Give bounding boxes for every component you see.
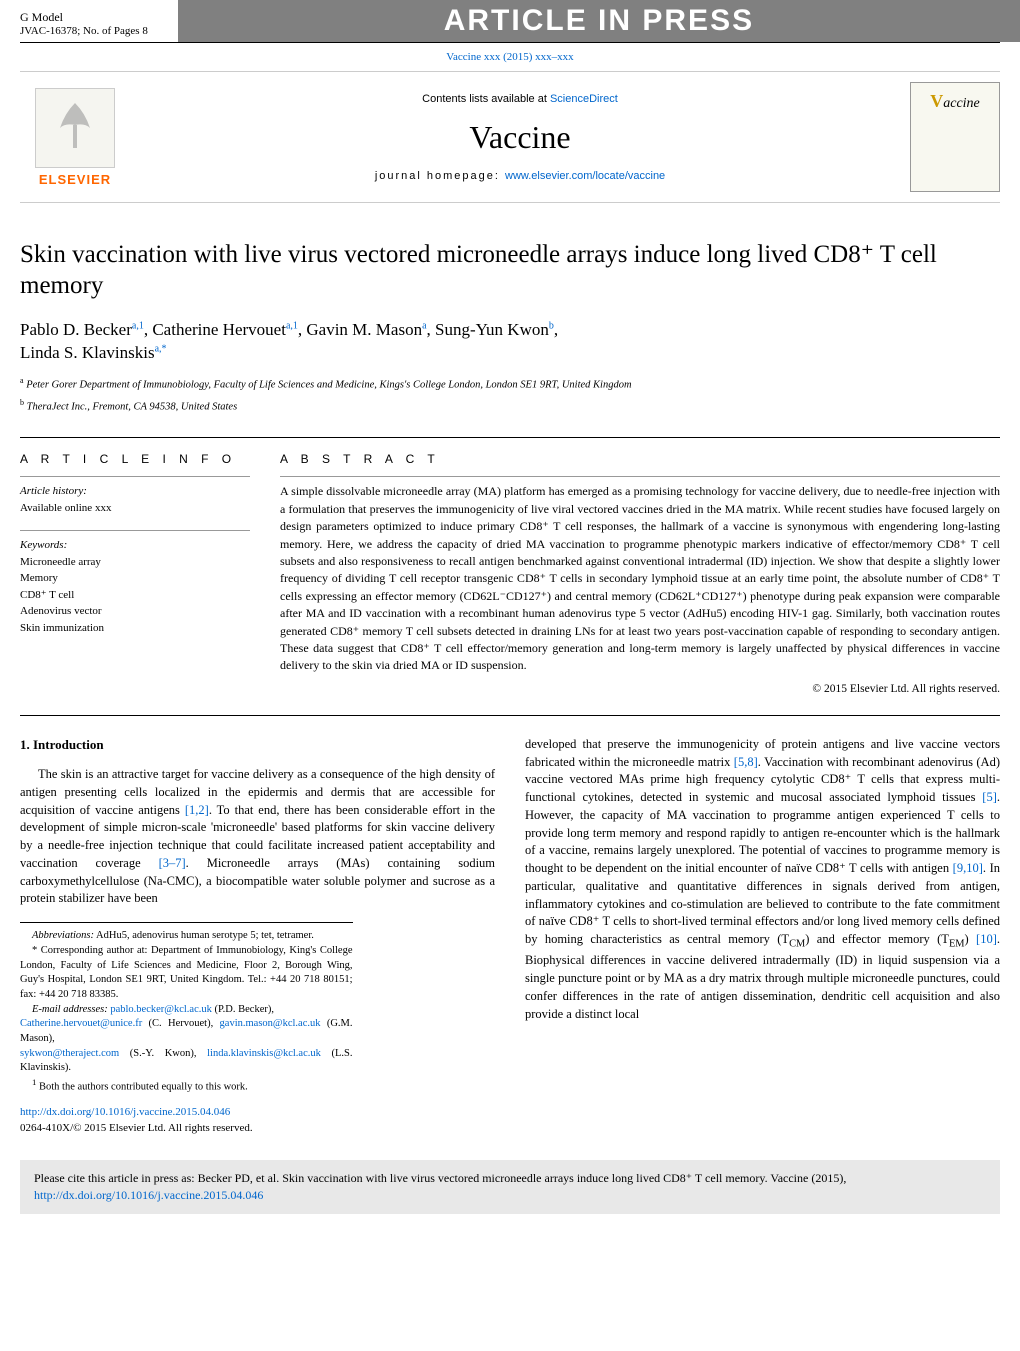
body-column-left: 1. Introduction The skin is an attractiv…	[20, 736, 495, 1096]
article-info-heading: A R T I C L E I N F O	[20, 452, 250, 466]
elsevier-tree-icon	[35, 88, 115, 168]
author-0-sup: a,1	[132, 320, 144, 331]
aff-a-sup: a	[20, 376, 24, 385]
intro-para-2: developed that preserve the immunogenici…	[525, 736, 1000, 1024]
author-3-sup: b	[549, 320, 554, 331]
keyword-1: Memory	[20, 570, 250, 587]
journal-title: Vaccine	[130, 119, 910, 156]
homepage-url[interactable]: www.elsevier.com/locate/vaccine	[505, 170, 665, 182]
issn-line: 0264-410X/© 2015 Elsevier Ltd. All right…	[20, 1122, 253, 1134]
cite-prefix: Please cite this article in press as: Be…	[34, 1171, 846, 1185]
journal-ref: Vaccine xxx (2015) xxx–xxx	[0, 43, 1020, 71]
email-label: E-mail addresses:	[32, 1004, 110, 1015]
keyword-2: CD8⁺ T cell	[20, 587, 250, 604]
email-3-who: (S.-Y. Kwon),	[119, 1048, 207, 1059]
abstract-text: A simple dissolvable microneedle array (…	[280, 476, 1000, 674]
abbrev-text: AdHu5, adenovirus human serotype 5; tet,…	[94, 930, 314, 941]
contents-line: Contents lists available at ScienceDirec…	[130, 93, 910, 105]
corr-label: * Corresponding author at:	[32, 945, 151, 956]
history-line: Available online xxx	[20, 500, 250, 517]
affiliation-b: b TheraJect Inc., Fremont, CA 94538, Uni…	[20, 397, 1000, 415]
abbreviations-line: Abbreviations: AdHu5, adenovirus human s…	[20, 929, 353, 944]
body-column-right: developed that preserve the immunogenici…	[525, 736, 1000, 1096]
article-title: Skin vaccination with live virus vectore…	[20, 239, 1000, 302]
email-3[interactable]: sykwon@theraject.com	[20, 1048, 119, 1059]
elsevier-text: ELSEVIER	[20, 172, 130, 187]
keywords-block: Keywords: Microneedle array Memory CD8⁺ …	[20, 530, 250, 636]
abstract-heading: A B S T R A C T	[280, 452, 1000, 466]
note1-text: Both the authors contributed equally to …	[36, 1082, 247, 1093]
ref-1-2[interactable]: [1,2]	[185, 803, 209, 817]
cite-box: Please cite this article in press as: Be…	[20, 1160, 1000, 1214]
journal-ref-link[interactable]: Vaccine xxx (2015) xxx–xxx	[446, 51, 573, 63]
author-0: Pablo D. Becker	[20, 320, 132, 339]
cover-text: Vaccine	[930, 91, 980, 112]
corresponding-author: * Corresponding author at: Department of…	[20, 944, 353, 1003]
author-2-sup: a	[422, 320, 426, 331]
keyword-3: Adenovirus vector	[20, 603, 250, 620]
gmodel-box: G Model JVAC-16378; No. of Pages 8	[20, 10, 148, 37]
aff-b-sup: b	[20, 398, 24, 407]
homepage-prefix: journal homepage:	[375, 170, 505, 182]
abbrev-label: Abbreviations:	[32, 930, 94, 941]
email-0[interactable]: pablo.becker@kcl.ac.uk	[110, 1004, 212, 1015]
aff-a-text: Peter Gorer Department of Immunobiology,…	[26, 380, 631, 391]
keyword-0: Microneedle array	[20, 554, 250, 571]
contents-prefix: Contents lists available at	[422, 93, 550, 105]
body-columns: 1. Introduction The skin is an attractiv…	[20, 736, 1000, 1096]
author-1: Catherine Hervouet	[152, 320, 286, 339]
doi-link[interactable]: http://dx.doi.org/10.1016/j.vaccine.2015…	[20, 1106, 230, 1118]
cite-doi-link[interactable]: http://dx.doi.org/10.1016/j.vaccine.2015…	[34, 1188, 263, 1202]
ref-3-7[interactable]: [3–7]	[159, 856, 186, 870]
info-abstract-row: A R T I C L E I N F O Article history: A…	[20, 437, 1000, 694]
keywords-label: Keywords:	[20, 537, 250, 554]
doi-block: http://dx.doi.org/10.1016/j.vaccine.2015…	[20, 1105, 1000, 1136]
intro-para-1: The skin is an attractive target for vac…	[20, 766, 495, 908]
email-addresses: E-mail addresses: pablo.becker@kcl.ac.uk…	[20, 1003, 353, 1076]
ref-5-8[interactable]: [5,8]	[734, 755, 758, 769]
email-1[interactable]: Catherine.hervouet@unice.fr	[20, 1018, 142, 1029]
keyword-4: Skin immunization	[20, 620, 250, 637]
email-1-who: (C. Hervouet),	[142, 1018, 219, 1029]
email-4[interactable]: linda.klavinskis@kcl.ac.uk	[207, 1048, 321, 1059]
abstract-copyright: © 2015 Elsevier Ltd. All rights reserved…	[280, 683, 1000, 695]
author-4-sup: a,*	[155, 344, 167, 355]
divider	[20, 715, 1000, 716]
homepage-line: journal homepage: www.elsevier.com/locat…	[130, 170, 910, 182]
author-4: Linda S. Klavinskis	[20, 343, 155, 362]
header-center: Contents lists available at ScienceDirec…	[130, 93, 910, 182]
jvac-line: JVAC-16378; No. of Pages 8	[20, 25, 148, 37]
author-1-sup: a,1	[286, 320, 298, 331]
page-header: G Model JVAC-16378; No. of Pages 8 ARTIC…	[0, 0, 1020, 42]
history-label: Article history:	[20, 483, 250, 500]
elsevier-logo: ELSEVIER	[20, 88, 130, 187]
authors: Pablo D. Beckera,1, Catherine Hervoueta,…	[20, 318, 1000, 366]
aff-b-text: TheraJect Inc., Fremont, CA 94538, Unite…	[27, 402, 238, 413]
article-in-press-banner: ARTICLE IN PRESS	[178, 0, 1020, 42]
author-2: Gavin M. Mason	[306, 320, 422, 339]
ref-9-10[interactable]: [9,10]	[953, 861, 983, 875]
affiliation-a: a Peter Gorer Department of Immunobiolog…	[20, 375, 1000, 393]
author-3: Sung-Yun Kwon	[435, 320, 549, 339]
email-0-who: (P.D. Becker),	[212, 1004, 274, 1015]
footnotes: Abbreviations: AdHu5, adenovirus human s…	[20, 922, 353, 1095]
article-info-column: A R T I C L E I N F O Article history: A…	[20, 452, 280, 694]
equal-contribution-note: 1 Both the authors contributed equally t…	[20, 1076, 353, 1095]
journal-header-block: ELSEVIER Contents lists available at Sci…	[20, 71, 1000, 203]
gmodel-label: G Model	[20, 10, 148, 25]
article-history-block: Article history: Available online xxx	[20, 476, 250, 516]
email-2[interactable]: gavin.mason@kcl.ac.uk	[220, 1018, 321, 1029]
journal-cover: Vaccine	[910, 82, 1000, 192]
ref-5[interactable]: [5]	[982, 790, 997, 804]
intro-heading: 1. Introduction	[20, 736, 495, 754]
ref-10[interactable]: [10]	[976, 932, 997, 946]
sciencedirect-link[interactable]: ScienceDirect	[550, 93, 618, 105]
abstract-column: A B S T R A C T A simple dissolvable mic…	[280, 452, 1000, 694]
